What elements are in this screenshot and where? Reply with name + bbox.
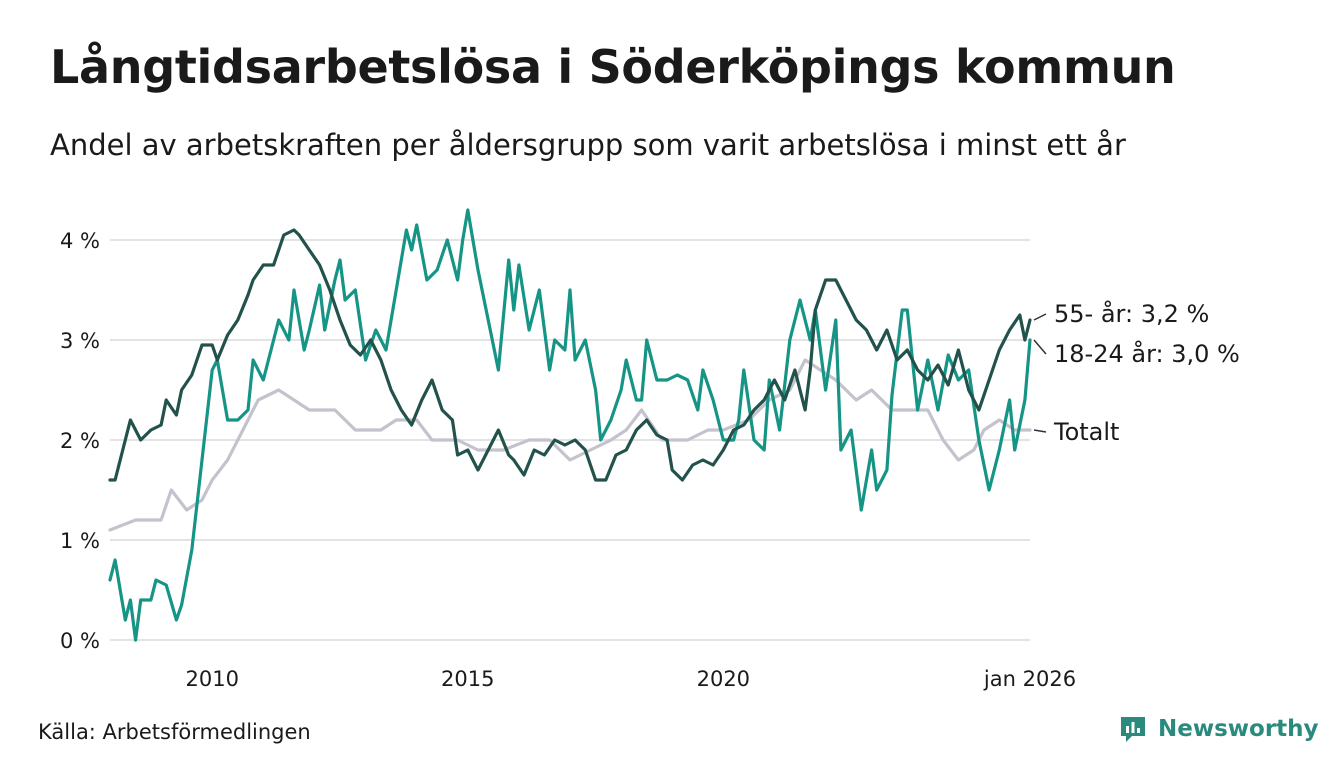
label-connector-total [1033,429,1047,433]
brand-name: Newsworthy [1158,716,1319,742]
series-line-total [108,358,1032,532]
source-note: Källa: Arbetsförmedlingen [38,720,311,744]
y-tick-label: 2 % [60,429,100,453]
y-tick-label: 1 % [60,529,100,553]
chart-title: Långtidsarbetslösa i Söderköpings kommun [50,40,1176,94]
y-tick-label: 3 % [60,329,100,353]
gridlines [110,239,1030,641]
x-tick-label: 2015 [441,667,494,691]
chart-subtitle: Andel av arbetskraften per åldersgrupp s… [50,128,1126,162]
brand-logo: Newsworthy [1118,714,1319,744]
series-labels: Totalt 18-24 år: 3,0 % 55- år: 3,2 % [1033,299,1240,446]
y-tick-label: 0 % [60,629,100,653]
label-connector-older [1033,313,1047,321]
y-axis-ticks: 0 % 1 % 2 % 3 % 4 % [60,229,100,653]
newsworthy-logo-icon [1121,717,1145,742]
series-line-older [108,228,1032,482]
series-label-young: 18-24 år: 3,0 % [1054,339,1240,368]
series-line-young [108,208,1032,642]
series-label-older: 55- år: 3,2 % [1054,299,1209,328]
x-tick-label: 2010 [185,667,238,691]
y-tick-label: 4 % [60,229,100,253]
series-label-total: Totalt [1053,418,1119,446]
label-connector-young [1033,339,1047,355]
line-chart: 0 % 1 % 2 % 3 % 4 % 2010 2015 2020 jan 2026 Tot… [60,208,1240,691]
x-axis-ticks: 2010 2015 2020 jan 2026 [185,667,1076,691]
x-tick-label: 2020 [697,667,750,691]
series-lines [108,208,1032,642]
x-tick-label: jan 2026 [983,667,1076,691]
